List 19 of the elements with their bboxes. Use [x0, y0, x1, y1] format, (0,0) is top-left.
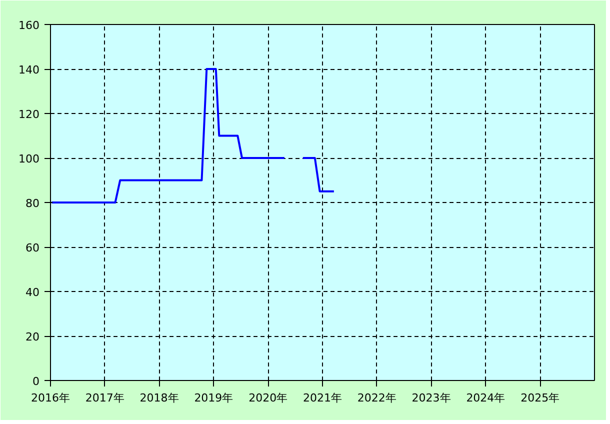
y-tick-label: 120 [18, 108, 40, 121]
x-tick-label: 2025年 [520, 392, 560, 404]
x-tick-label: 2016年 [31, 392, 70, 404]
x-tick-label: 2018年 [140, 392, 179, 404]
y-tick-label: 80 [26, 197, 40, 210]
y-tick-label: 0 [32, 375, 40, 388]
x-tick-label: 2024年 [466, 392, 506, 404]
y-tick-label: 100 [18, 152, 40, 166]
x-tick-label: 2019年 [194, 392, 234, 404]
x-tick-label: 2020年 [248, 392, 288, 404]
y-tick-label: 60 [26, 242, 40, 254]
x-tick-label: 2022年 [357, 392, 396, 404]
x-tick-label: 2017年 [85, 392, 124, 404]
y-tick-label: 160 [18, 19, 40, 32]
y-tick-label: 140 [18, 64, 40, 76]
y-tick-label: 20 [26, 330, 40, 344]
x-tick-label: 2023年 [412, 392, 451, 404]
x-tick-label: 2021年 [303, 392, 342, 404]
y-tick-label: 40 [26, 286, 40, 299]
